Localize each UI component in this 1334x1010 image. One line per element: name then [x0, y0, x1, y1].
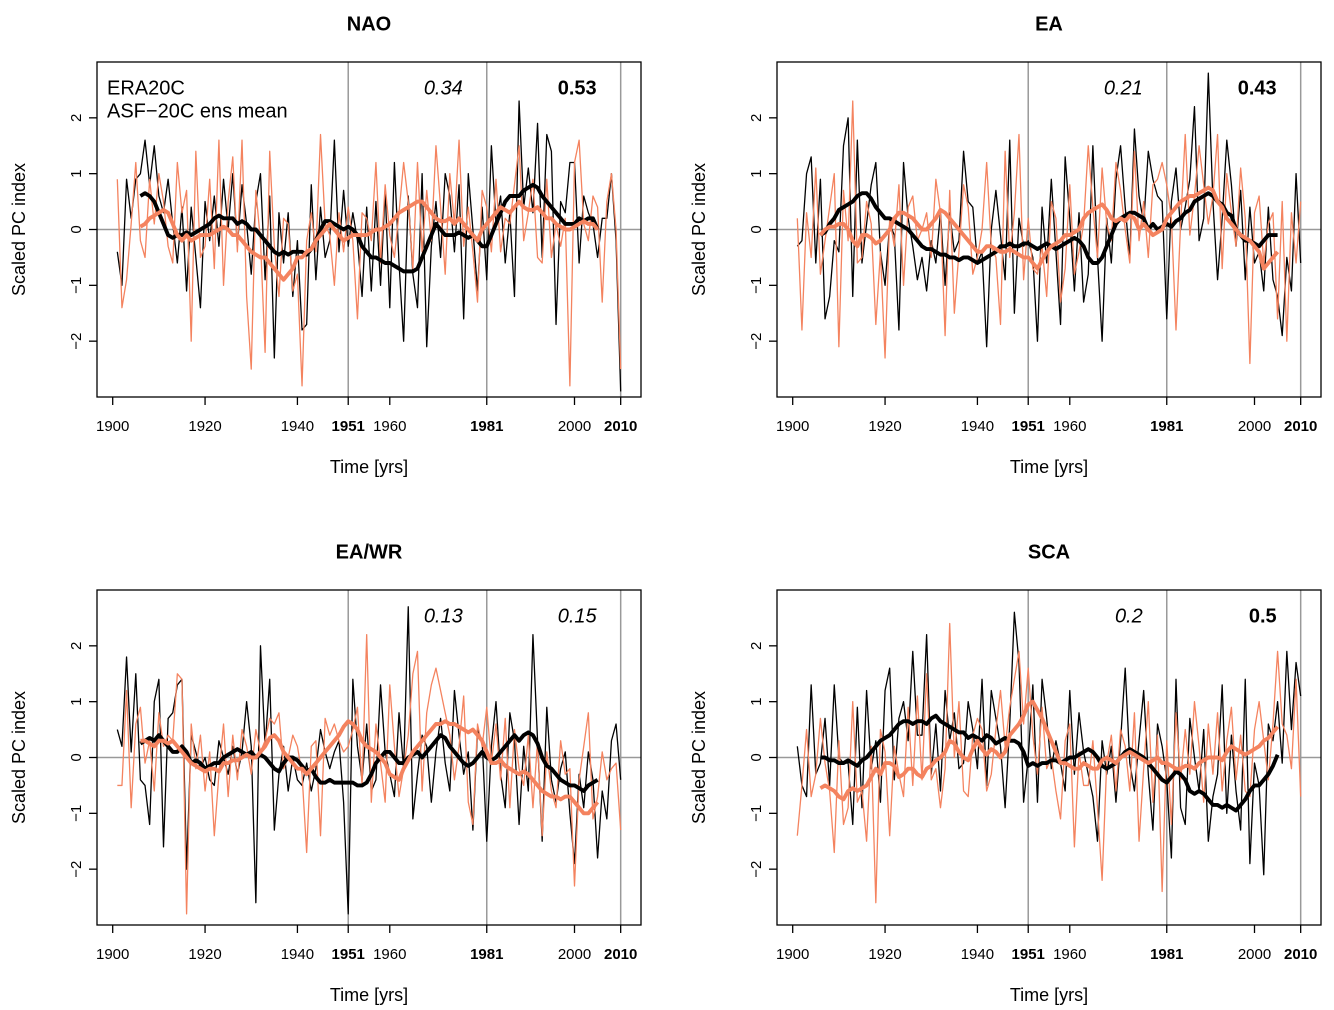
x-tick-label: 2010	[1284, 418, 1317, 435]
y-axis-label: Scaled PC index	[689, 163, 709, 296]
x-tick-label: 1960	[1053, 418, 1086, 435]
panel-title: EA/WR	[336, 541, 403, 563]
y-tick-label: −2	[68, 861, 85, 878]
correlation-label: 0.21	[1104, 77, 1143, 99]
correlation-label: 0.2	[1115, 605, 1143, 627]
y-tick-label: 2	[68, 642, 85, 650]
x-axis-label: Time [yrs]	[330, 985, 408, 1005]
y-tick-label: 2	[748, 114, 765, 122]
y-tick-label: 0	[748, 753, 765, 761]
x-tick-label: 1900	[96, 946, 129, 963]
x-tick-label: 1940	[961, 946, 994, 963]
x-tick-label: 1951	[1012, 418, 1045, 435]
smoothed-line	[819, 699, 1280, 802]
x-tick-label: 1981	[470, 418, 503, 435]
x-tick-label: 1920	[188, 946, 221, 963]
x-tick-label: 1951	[332, 418, 365, 435]
y-tick-label: 2	[748, 642, 765, 650]
y-tick-label: 2	[68, 114, 85, 122]
x-tick-label: 1920	[868, 418, 901, 435]
panel-title: NAO	[347, 13, 391, 35]
x-tick-label: 2000	[1238, 418, 1271, 435]
x-tick-label: 1981	[1150, 946, 1183, 963]
x-tick-label: 1940	[961, 418, 994, 435]
x-tick-label: 1900	[776, 418, 809, 435]
x-tick-label: 1981	[470, 946, 503, 963]
y-tick-label: 0	[68, 225, 85, 233]
y-tick-label: −1	[748, 805, 765, 822]
x-axis-label: Time [yrs]	[330, 457, 408, 477]
y-tick-label: 1	[68, 169, 85, 177]
x-tick-label: 1981	[1150, 418, 1183, 435]
correlation-label: 0.5	[1249, 605, 1277, 627]
y-tick-label: 0	[68, 753, 85, 761]
correlation-label: 0.13	[424, 605, 463, 627]
smoothed-line	[819, 191, 1278, 265]
x-tick-label: 2000	[558, 418, 591, 435]
y-tick-label: 1	[748, 169, 765, 177]
x-tick-label: 1900	[776, 946, 809, 963]
x-tick-label: 1940	[281, 418, 314, 435]
y-tick-label: −1	[68, 805, 85, 822]
x-tick-label: 1940	[281, 946, 314, 963]
panel: SCA 1900 1920 1940 1951 1960 1981 2000 2010 −2 −1 0…	[689, 541, 1322, 1005]
x-tick-label: 1960	[373, 418, 406, 435]
y-tick-label: −2	[748, 861, 765, 878]
y-tick-label: −1	[68, 277, 85, 294]
smoothed-line	[820, 713, 1280, 813]
series-line	[117, 634, 622, 915]
y-axis-label: Scaled PC index	[9, 691, 29, 824]
legend-entry: ASF−20C ens mean	[107, 100, 288, 122]
panel-title: EA	[1035, 13, 1063, 35]
y-tick-label: −2	[748, 333, 765, 350]
y-tick-label: −2	[68, 333, 85, 350]
x-tick-label: 2010	[604, 418, 637, 435]
smoothed-line	[140, 719, 600, 816]
x-tick-label: 1920	[188, 418, 221, 435]
x-axis-label: Time [yrs]	[1010, 985, 1088, 1005]
x-axis-label: Time [yrs]	[1010, 457, 1088, 477]
smoothed-line	[139, 730, 599, 793]
x-tick-label: 1960	[373, 946, 406, 963]
x-tick-label: 1951	[1012, 946, 1045, 963]
x-tick-label: 2010	[1284, 946, 1317, 963]
y-axis-label: Scaled PC index	[689, 691, 709, 824]
y-axis-label: Scaled PC index	[9, 163, 29, 296]
x-tick-label: 1960	[1053, 946, 1086, 963]
series-line	[796, 611, 1302, 876]
x-tick-label: 1920	[868, 946, 901, 963]
series-line	[116, 100, 622, 392]
y-tick-label: −1	[748, 277, 765, 294]
y-tick-label: 0	[748, 225, 765, 233]
x-tick-label: 1951	[332, 946, 365, 963]
correlation-label: 0.53	[558, 77, 597, 99]
legend-entry: ERA20C	[107, 77, 185, 99]
y-tick-label: 1	[748, 697, 765, 705]
series-line	[116, 133, 622, 387]
x-tick-label: 2010	[604, 946, 637, 963]
panel-title: SCA	[1028, 541, 1070, 563]
y-tick-label: 1	[68, 697, 85, 705]
x-tick-label: 2000	[558, 946, 591, 963]
smoothed-line	[139, 199, 600, 282]
panel: EA/WR 1900 1920 1940 1951 1960 1981 2000 2010 −2 −…	[9, 541, 642, 1005]
smoothed-line	[139, 182, 600, 274]
smoothed-line	[818, 185, 1280, 271]
correlation-label: 0.34	[424, 77, 463, 99]
x-tick-label: 2000	[1238, 946, 1271, 963]
panel: NAO 1900 1920 1940 1951 1960 1981 2000 2010 −2 −1 0…	[9, 13, 642, 477]
panel: EA 1900 1920 1940 1951 1960 1981 2000 2010 −2 −1 0 1…	[689, 13, 1322, 477]
correlation-label: 0.43	[1238, 77, 1277, 99]
x-tick-label: 1900	[96, 418, 129, 435]
correlation-label: 0.15	[558, 605, 598, 627]
